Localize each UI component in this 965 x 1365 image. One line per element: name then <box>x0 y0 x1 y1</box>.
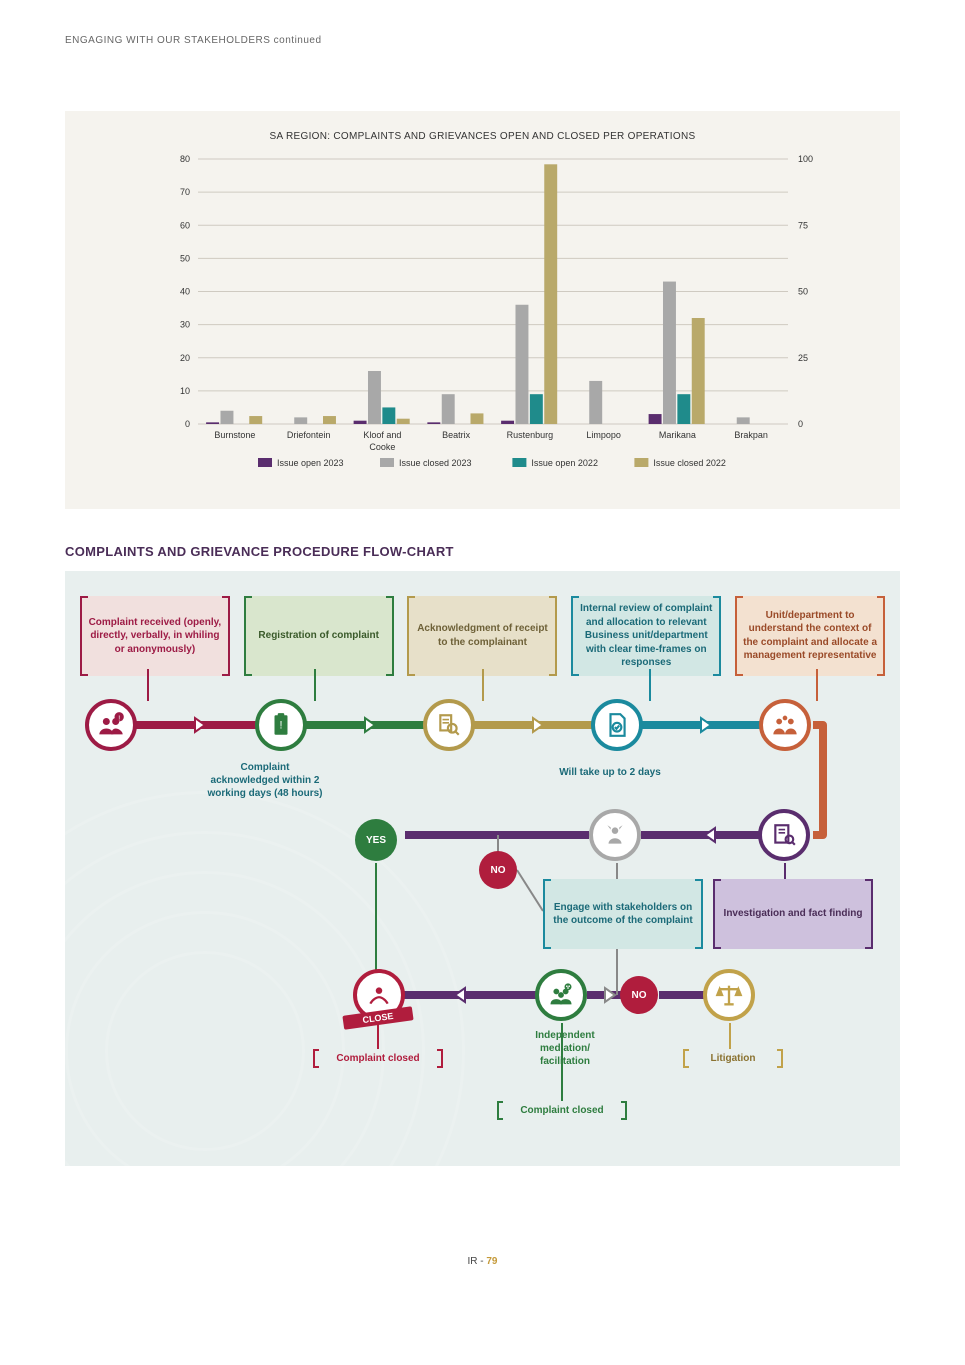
svg-text:75: 75 <box>798 220 808 230</box>
doc-check-icon <box>591 699 643 751</box>
svg-text:Cooke: Cooke <box>369 442 395 452</box>
twodays-label: Will take up to 2 days <box>555 766 665 779</box>
svg-text:50: 50 <box>179 253 189 263</box>
svg-text:60: 60 <box>179 220 189 230</box>
svg-text:Limpopo: Limpopo <box>586 430 621 440</box>
svg-text:Brakpan: Brakpan <box>734 430 768 440</box>
svg-text:Kloof and: Kloof and <box>363 430 401 440</box>
team-gear-icon <box>759 699 811 751</box>
scale-icon <box>703 969 755 1021</box>
svg-text:30: 30 <box>179 320 189 330</box>
svg-text:40: 40 <box>179 287 189 297</box>
ack-label: Complaint acknowledged within 2 working … <box>205 761 325 800</box>
people-alert-icon: ! <box>85 699 137 751</box>
svg-text:Issue open 2022: Issue open 2022 <box>531 458 598 468</box>
complaint-closed-2: Complaint closed <box>497 1101 627 1120</box>
svg-text:Issue closed 2022: Issue closed 2022 <box>653 458 726 468</box>
chart-title: SA REGION: COMPLAINTS AND GRIEVANCES OPE… <box>85 131 880 142</box>
svg-text:25: 25 <box>798 353 808 363</box>
svg-text:0: 0 <box>798 419 803 429</box>
investigation-box: Investigation and fact finding <box>713 879 873 949</box>
yes-node: YES <box>355 819 397 861</box>
svg-text:Burnstone: Burnstone <box>214 430 255 440</box>
mediation-icon <box>535 969 587 1021</box>
svg-text:80: 80 <box>179 154 189 164</box>
breadcrumb: ENGAGING WITH OUR STAKEHOLDERS continued <box>65 35 900 46</box>
svg-text:0: 0 <box>184 419 189 429</box>
svg-text:!: ! <box>118 715 120 722</box>
no-node-2: NO <box>620 976 658 1014</box>
page-footer: IR - 79 <box>65 1256 900 1267</box>
complaint-closed-1: Complaint closed <box>313 1049 443 1068</box>
engage-box: Engage with stakeholders on the outcome … <box>543 879 703 949</box>
svg-text:Issue closed 2023: Issue closed 2023 <box>399 458 472 468</box>
chart-panel: SA REGION: COMPLAINTS AND GRIEVANCES OPE… <box>65 111 900 509</box>
svg-text:100: 100 <box>798 154 813 164</box>
svg-text:70: 70 <box>179 187 189 197</box>
svg-text:!: ! <box>279 719 282 731</box>
svg-text:10: 10 <box>179 386 189 396</box>
svg-text:Beatrix: Beatrix <box>442 430 471 440</box>
litigation-box: Litigation <box>683 1049 783 1068</box>
mediation-label: Independent mediation/ facilitation <box>515 1029 615 1068</box>
svg-text:Marikana: Marikana <box>658 430 695 440</box>
agent-icon <box>589 809 641 861</box>
flowchart-panel: Complaint received (openly, directly, ve… <box>65 571 900 1166</box>
clipboard-icon: ! <box>255 699 307 751</box>
flow-section-title: COMPLAINTS AND GRIEVANCE PROCEDURE FLOW-… <box>65 544 900 559</box>
svg-text:50: 50 <box>798 287 808 297</box>
no-node-1: NO <box>479 851 517 889</box>
review-icon <box>758 809 810 861</box>
bar-chart: 0 10 20 30 40 50 60 70 80 0 25 50 75 100 Burnstone Drie… <box>88 154 878 494</box>
search-doc-icon <box>423 699 475 751</box>
svg-text:Rustenburg: Rustenburg <box>506 430 553 440</box>
svg-text:Driefontein: Driefontein <box>286 430 330 440</box>
svg-text:Issue open 2023: Issue open 2023 <box>277 458 344 468</box>
svg-text:20: 20 <box>179 353 189 363</box>
